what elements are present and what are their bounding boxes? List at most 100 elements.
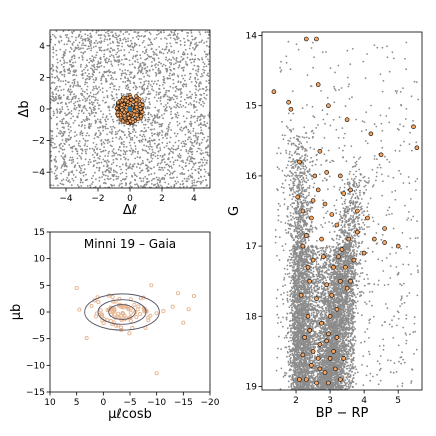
field-star xyxy=(82,119,85,121)
field-star xyxy=(69,85,72,88)
field-star xyxy=(71,66,73,68)
field-star xyxy=(199,33,202,36)
field-star xyxy=(59,120,62,123)
field-star xyxy=(158,166,161,169)
y-tick-label: 0 xyxy=(39,308,45,318)
field-star xyxy=(207,63,210,66)
field-star xyxy=(332,118,335,121)
field-star xyxy=(305,177,308,180)
field-star xyxy=(159,31,162,33)
field-star xyxy=(186,94,188,96)
field-star xyxy=(154,155,157,158)
field-star xyxy=(121,70,124,72)
field-star xyxy=(197,177,200,180)
field-star xyxy=(169,97,172,100)
field-star xyxy=(141,162,144,165)
field-star xyxy=(61,101,63,104)
field-star xyxy=(149,103,151,106)
field-star xyxy=(102,149,105,152)
field-star xyxy=(81,109,83,112)
field-star xyxy=(51,134,53,137)
field-star xyxy=(181,145,184,148)
y-tick-label: 5 xyxy=(39,281,45,291)
field-star xyxy=(63,127,65,129)
field-star xyxy=(164,181,167,184)
member-star xyxy=(123,98,128,103)
field-star xyxy=(313,56,315,58)
field-star xyxy=(184,162,187,164)
field-star xyxy=(276,322,279,324)
field-star xyxy=(89,36,92,38)
field-star xyxy=(62,170,65,173)
field-star xyxy=(321,51,324,54)
field-star xyxy=(181,159,184,162)
field-star xyxy=(372,375,374,378)
field-star xyxy=(381,129,384,132)
field-star xyxy=(75,169,78,172)
field-star xyxy=(207,172,210,175)
field-star xyxy=(200,176,203,178)
field-star xyxy=(119,39,122,42)
field-star xyxy=(93,137,96,140)
field-star xyxy=(291,202,294,205)
field-star xyxy=(326,178,328,181)
field-star xyxy=(176,111,179,114)
field-star xyxy=(373,123,376,126)
field-star xyxy=(285,149,287,152)
field-star xyxy=(56,61,59,64)
field-star xyxy=(277,202,280,205)
field-star xyxy=(369,318,372,320)
pm-star xyxy=(127,331,132,336)
field-star xyxy=(52,110,55,113)
field-star xyxy=(121,130,124,133)
field-star xyxy=(163,48,166,51)
field-star xyxy=(93,56,95,59)
field-star xyxy=(169,160,172,163)
field-star xyxy=(187,128,190,131)
field-star xyxy=(164,161,166,164)
field-star xyxy=(78,106,81,109)
field-star xyxy=(114,131,117,133)
field-star xyxy=(382,349,385,351)
field-star xyxy=(293,225,295,228)
field-star xyxy=(74,47,77,50)
field-star xyxy=(127,86,130,89)
field-star xyxy=(300,205,303,208)
field-star xyxy=(85,134,88,137)
field-star xyxy=(152,50,155,53)
field-star xyxy=(293,230,296,233)
field-star xyxy=(177,114,180,117)
field-star xyxy=(151,148,154,151)
field-star xyxy=(151,80,153,83)
field-star xyxy=(80,63,82,66)
field-star xyxy=(165,91,167,94)
field-star xyxy=(293,265,295,268)
field-star xyxy=(203,69,206,72)
field-star xyxy=(402,125,405,128)
field-star xyxy=(166,172,169,175)
field-star xyxy=(194,43,196,45)
field-star xyxy=(312,160,314,163)
field-star xyxy=(294,222,296,225)
field-star xyxy=(84,179,87,182)
field-star xyxy=(182,57,185,60)
field-star xyxy=(203,92,206,95)
field-star xyxy=(405,108,408,110)
field-star xyxy=(106,142,109,144)
field-star xyxy=(90,95,93,98)
field-star xyxy=(185,83,188,86)
field-star xyxy=(311,164,314,167)
field-star xyxy=(194,121,196,124)
field-star xyxy=(76,150,78,153)
field-star xyxy=(415,348,418,351)
field-star xyxy=(131,165,134,168)
field-star xyxy=(103,53,106,56)
field-star xyxy=(105,31,107,34)
pm-star xyxy=(120,311,125,316)
field-star xyxy=(360,242,363,245)
field-star xyxy=(165,56,168,59)
field-star xyxy=(415,81,418,83)
field-star xyxy=(98,176,101,179)
field-star xyxy=(74,176,77,179)
